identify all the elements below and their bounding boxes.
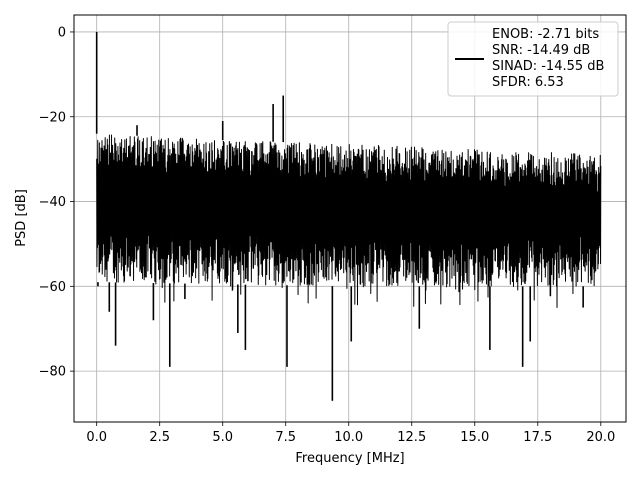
x-tick-label: 20.0 bbox=[586, 430, 615, 445]
legend-line-sinad: SINAD: -14.55 dB bbox=[492, 59, 604, 74]
y-tick-label: −40 bbox=[39, 195, 66, 210]
x-tick-label: 10.0 bbox=[334, 430, 363, 445]
y-tick-label: −20 bbox=[39, 110, 66, 125]
x-tick-label: 15.0 bbox=[460, 430, 489, 445]
x-axis-label: Frequency [MHz] bbox=[295, 451, 404, 466]
legend-line-snr: SNR: -14.49 dB bbox=[492, 43, 590, 58]
y-tick-label: −80 bbox=[39, 365, 66, 380]
y-tick-label: −60 bbox=[39, 280, 66, 295]
x-tick-label: 17.5 bbox=[523, 430, 552, 445]
x-tick-label: 12.5 bbox=[397, 430, 426, 445]
psd-trace bbox=[96, 134, 602, 308]
legend-box bbox=[447, 21, 619, 97]
legend-line-enob: ENOB: -2.71 bits bbox=[492, 27, 599, 42]
x-tick-label: 2.5 bbox=[149, 430, 170, 445]
x-tick-label: 0.0 bbox=[86, 430, 107, 445]
ticks: 0.0 2.5 5.0 7.5 10.0 12.5 15.0 17.5 20.0 0 −20 −40 −… bbox=[39, 25, 616, 445]
x-tick-label: 7.5 bbox=[275, 430, 296, 445]
plot-frame bbox=[73, 14, 627, 423]
legend-line-sfdr: SFDR: 6.53 bbox=[492, 75, 564, 90]
legend: ENOB: -2.71 bits SNR: -14.49 dB SINAD: -… bbox=[447, 21, 619, 97]
y-tick-label: 0 bbox=[58, 25, 66, 40]
y-axis-label: PSD [dB] bbox=[14, 189, 29, 247]
x-tick-label: 5.0 bbox=[212, 430, 233, 445]
data-layer bbox=[95, 31, 602, 401]
